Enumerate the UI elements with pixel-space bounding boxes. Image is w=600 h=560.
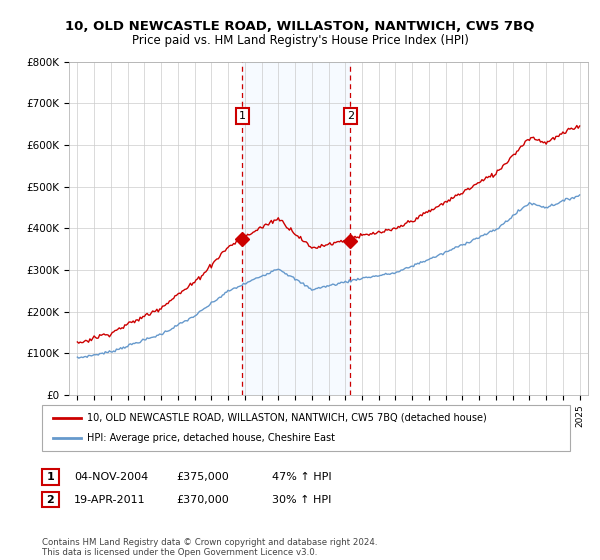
- Text: 1: 1: [47, 472, 54, 482]
- Text: 1: 1: [239, 111, 246, 121]
- Text: £375,000: £375,000: [176, 472, 229, 482]
- Bar: [242, 62, 350, 395]
- Text: HPI: Average price, detached house, Cheshire East: HPI: Average price, detached house, Ches…: [87, 433, 335, 443]
- Text: £370,000: £370,000: [176, 494, 229, 505]
- Text: 2: 2: [347, 111, 354, 121]
- Text: Contains HM Land Registry data © Crown copyright and database right 2024.
This d: Contains HM Land Registry data © Crown c…: [42, 538, 377, 557]
- Text: 10, OLD NEWCASTLE ROAD, WILLASTON, NANTWICH, CW5 7BQ: 10, OLD NEWCASTLE ROAD, WILLASTON, NANTW…: [65, 20, 535, 32]
- Text: 2: 2: [47, 494, 54, 505]
- Text: 10, OLD NEWCASTLE ROAD, WILLASTON, NANTWICH, CW5 7BQ (detached house): 10, OLD NEWCASTLE ROAD, WILLASTON, NANTW…: [87, 413, 487, 423]
- Text: 04-NOV-2004: 04-NOV-2004: [74, 472, 148, 482]
- Text: 47% ↑ HPI: 47% ↑ HPI: [272, 472, 331, 482]
- Text: Price paid vs. HM Land Registry's House Price Index (HPI): Price paid vs. HM Land Registry's House …: [131, 34, 469, 46]
- Text: 30% ↑ HPI: 30% ↑ HPI: [272, 494, 331, 505]
- Text: 19-APR-2011: 19-APR-2011: [74, 494, 145, 505]
